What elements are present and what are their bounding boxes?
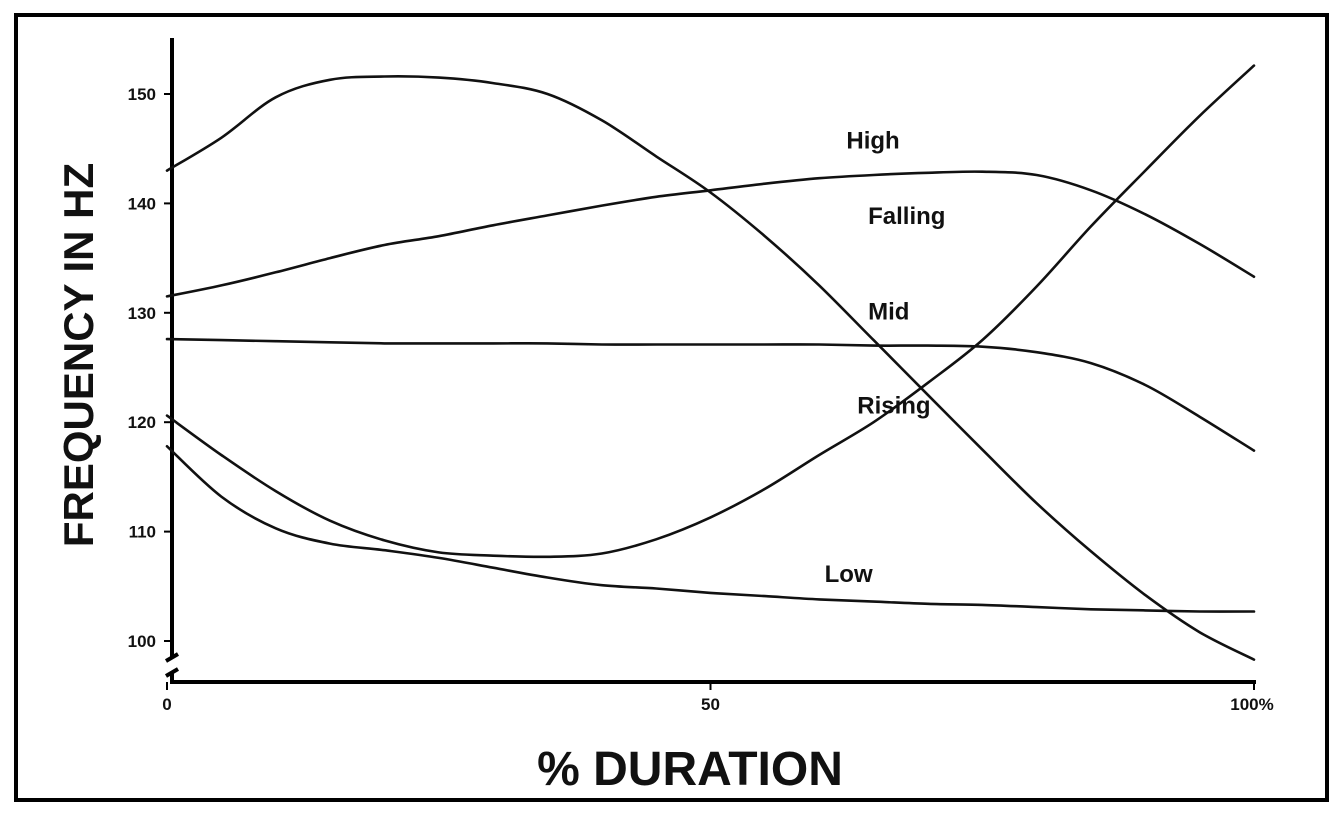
series-label-rising: Rising [857, 392, 930, 419]
series-label-low: Low [825, 561, 873, 588]
series-label-high: High [846, 128, 899, 155]
x-axis-ticks: 0 50 100% [162, 682, 1274, 714]
y-tick-label: 150 [128, 85, 156, 104]
x-tick-label: 50 [701, 695, 720, 714]
y-axis-break-mark [164, 652, 180, 678]
series-line-low [165, 445, 1256, 613]
series-lines [165, 64, 1256, 661]
y-axis-label: FREQUENCY IN HZ [55, 163, 102, 547]
y-tick-label: 100 [128, 632, 156, 651]
series-label-falling: Falling [868, 203, 945, 230]
x-axis-label: % DURATION [537, 743, 843, 796]
chart-frame [14, 13, 1329, 802]
series-line-falling [165, 75, 1256, 661]
x-tick-label: 100% [1230, 695, 1273, 714]
series-line-rising [165, 64, 1256, 559]
series-labels: High Falling Mid Rising Low [825, 128, 946, 588]
y-tick-label: 110 [129, 523, 156, 542]
y-tick-label: 140 [128, 194, 156, 213]
y-axis-ticks: 100 110 120 130 140 150 [128, 85, 172, 651]
x-tick-label: 0 [162, 695, 171, 714]
y-tick-label: 130 [128, 304, 156, 323]
series-line-high [165, 170, 1256, 298]
series-label-mid: Mid [868, 298, 909, 325]
y-tick-label: 120 [128, 413, 156, 432]
series-line-mid [165, 337, 1256, 452]
